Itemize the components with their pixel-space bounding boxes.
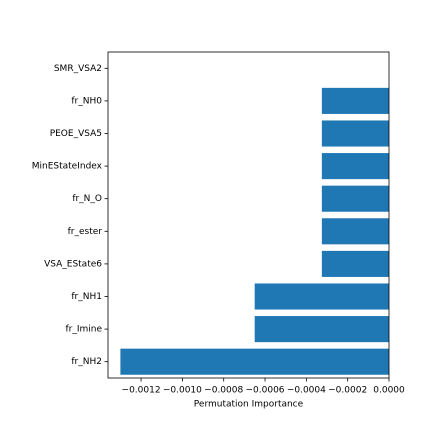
x-tick-label: −0.0002 — [328, 386, 367, 396]
x-tick-label: −0.0006 — [246, 386, 285, 396]
bar — [120, 348, 389, 375]
bar — [254, 283, 389, 310]
x-tick-label: −0.0004 — [287, 386, 326, 396]
plot-frame — [107, 51, 390, 379]
x-axis-label: Permutation Importance — [194, 400, 304, 410]
y-tick-label: MinEStateIndex — [32, 162, 103, 172]
y-tick-label: fr_NH2 — [71, 357, 102, 367]
x-tick-label: −0.0010 — [163, 386, 202, 396]
bar — [321, 120, 389, 147]
x-tick-label: 0.0000 — [373, 386, 405, 396]
y-tick-label: fr_NH1 — [71, 292, 102, 302]
y-tick-label: SMR_VSA2 — [54, 64, 102, 74]
x-tick-label: −0.0008 — [204, 386, 243, 396]
bar — [321, 218, 389, 245]
bar — [321, 153, 389, 180]
bar — [321, 185, 389, 212]
y-tick-label: fr_NH0 — [71, 96, 102, 106]
y-tick-label: fr_N_O — [72, 194, 102, 204]
bar — [321, 250, 389, 277]
y-tick-label: VSA_EState6 — [44, 259, 102, 269]
y-tick-label: fr_ester — [68, 227, 103, 237]
bar — [321, 87, 389, 114]
y-tick-label: fr_Imine — [65, 325, 102, 335]
bar — [254, 316, 389, 343]
x-tick-label: −0.0012 — [122, 386, 161, 396]
y-tick-label: PEOE_VSA5 — [50, 129, 102, 139]
